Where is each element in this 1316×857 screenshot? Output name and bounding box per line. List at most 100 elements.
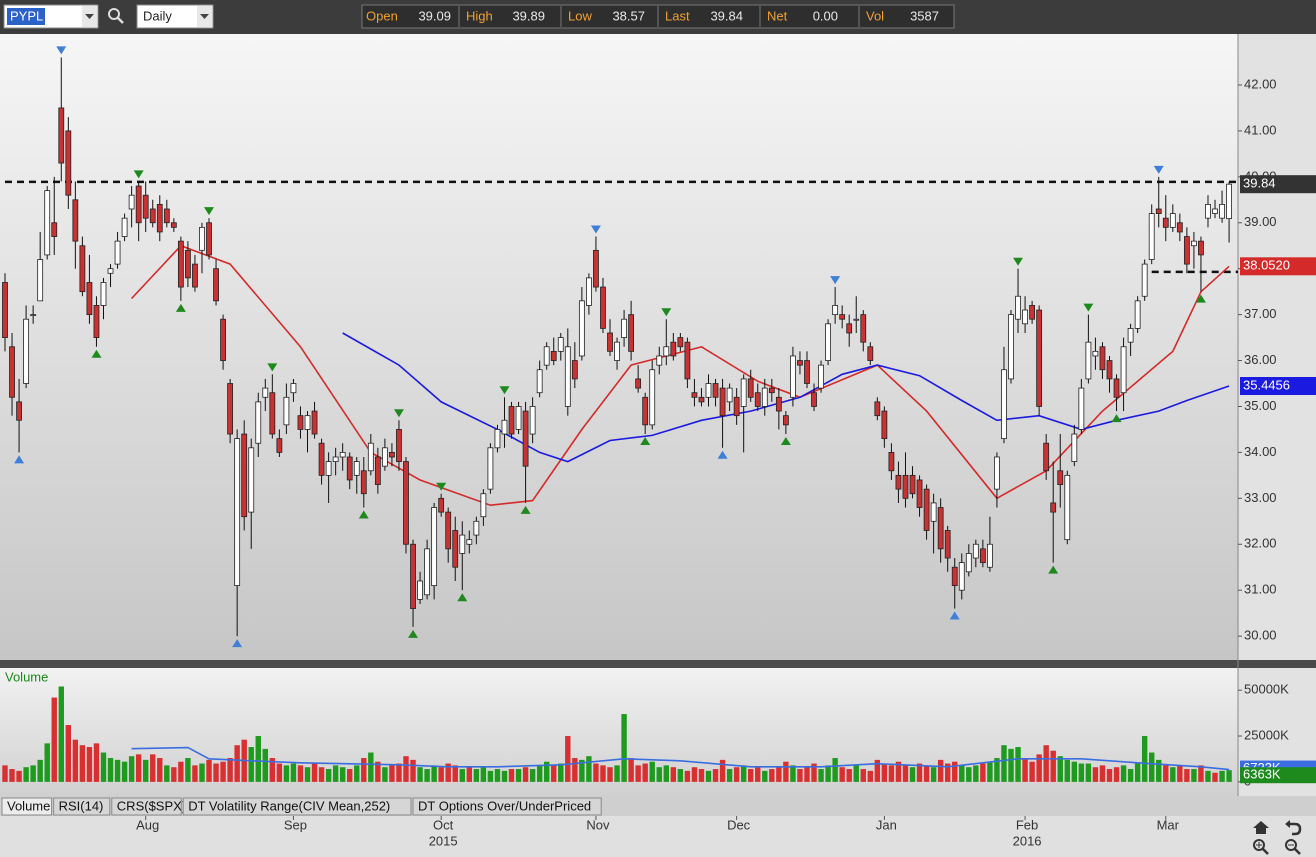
volume-bar <box>670 767 677 782</box>
volume-bar <box>1043 745 1049 782</box>
volume-bar <box>994 758 1000 782</box>
pivot-marker <box>457 593 468 602</box>
x-tick-label: Mar <box>1157 817 1180 832</box>
candle-body <box>1155 208 1162 214</box>
quote-label: Net <box>767 8 788 23</box>
candle-body <box>719 387 726 417</box>
volume-bar <box>44 743 50 782</box>
volume-bar <box>339 767 346 782</box>
y-tick-label: 33.00 <box>1244 490 1277 505</box>
volume-bar <box>776 767 782 782</box>
candle-body <box>564 346 571 407</box>
candle-body <box>227 383 234 435</box>
volume-bar <box>797 769 803 782</box>
candle-body <box>712 383 719 398</box>
y-tick-label: 39.00 <box>1244 214 1277 229</box>
zoom-in-icon[interactable] <box>1253 839 1269 855</box>
x-tick-label: Sep <box>284 817 307 832</box>
year-label: 2016 <box>1013 833 1042 848</box>
candle-body <box>515 406 522 430</box>
volume-bar <box>515 769 522 782</box>
y-tick-label: 41.00 <box>1244 122 1277 137</box>
axis-value-box <box>1240 767 1316 784</box>
volume-bar <box>565 736 571 782</box>
volume-bar <box>1099 765 1106 782</box>
volume-bar <box>1008 748 1014 782</box>
volume-bar <box>1184 769 1190 782</box>
tab[interactable] <box>182 797 412 816</box>
volume-bar <box>192 765 198 782</box>
volume-bar <box>980 763 986 782</box>
candle-body <box>1057 470 1064 485</box>
candle-body <box>311 410 318 435</box>
volume-bar <box>691 767 698 782</box>
candle-body <box>37 259 44 302</box>
candle-body <box>578 300 585 357</box>
candle-body <box>972 543 979 559</box>
tab[interactable] <box>412 797 602 816</box>
volume-bar <box>262 748 268 782</box>
tab[interactable] <box>53 797 111 816</box>
candle-body <box>543 346 550 366</box>
zoom-out-icon[interactable] <box>1285 839 1301 855</box>
candle-body <box>705 383 712 398</box>
quote-value: 39.84 <box>710 8 743 23</box>
candle-body <box>1205 203 1211 219</box>
candle-body <box>156 203 163 233</box>
candle-body <box>895 474 902 490</box>
interval-box[interactable] <box>136 4 214 29</box>
candle-body <box>346 456 353 481</box>
volume-bar <box>909 767 916 782</box>
volume-bar <box>354 765 360 782</box>
volume-bar <box>283 765 290 782</box>
candle-body <box>304 415 311 430</box>
volume-bar <box>973 765 979 782</box>
candle-body <box>797 360 803 366</box>
volume-bar <box>389 765 395 782</box>
moving-average <box>131 244 1230 507</box>
candle-body <box>571 360 578 380</box>
search-icon[interactable] <box>108 8 124 24</box>
tab-label: Volume <box>7 798 50 813</box>
candle-body <box>656 355 663 366</box>
candle-body <box>635 378 642 389</box>
candle-body <box>360 470 367 495</box>
volume-bar <box>1029 761 1035 782</box>
volume-bar <box>881 763 888 782</box>
volume-bar <box>452 765 458 782</box>
volume-bar <box>185 758 191 782</box>
candle-body <box>199 226 205 251</box>
quote-label: Low <box>568 8 592 23</box>
candle-body <box>761 387 768 407</box>
pivot-marker <box>1195 294 1206 303</box>
volume-bar <box>143 759 149 782</box>
undo-icon[interactable] <box>1285 820 1302 836</box>
y-tick-label: 25000K <box>1244 727 1289 742</box>
volume-bar <box>593 763 599 782</box>
volume-bar <box>508 769 515 782</box>
quote-label: Open <box>366 8 398 23</box>
pivot-marker <box>14 455 25 464</box>
candle-body <box>726 387 733 403</box>
home-icon[interactable] <box>1253 821 1269 834</box>
tab[interactable] <box>111 797 182 816</box>
candle-body <box>937 507 944 550</box>
candle-body <box>1085 341 1092 380</box>
axis-value-label: 39.84 <box>1243 176 1276 191</box>
candle-body <box>466 539 473 545</box>
volume-bar <box>107 758 114 782</box>
date-axis-pane <box>0 816 1316 857</box>
candle-body <box>1064 474 1071 541</box>
volume-bar <box>86 747 93 782</box>
volume-bar <box>318 767 325 782</box>
pivot-marker <box>661 308 672 317</box>
volume-bar <box>304 767 311 782</box>
volume-bar <box>522 767 529 782</box>
candle-body <box>51 222 58 237</box>
candle-body <box>438 497 445 513</box>
volume-bar <box>628 758 634 782</box>
volume-bar <box>551 765 557 782</box>
pivot-marker <box>830 276 841 285</box>
tab[interactable] <box>1 797 53 816</box>
